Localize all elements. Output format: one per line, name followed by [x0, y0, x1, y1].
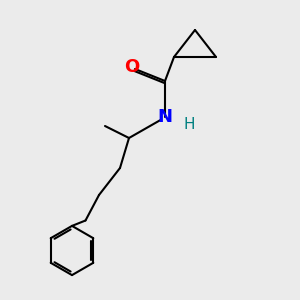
Text: N: N [158, 108, 172, 126]
Text: O: O [124, 58, 139, 76]
Text: H: H [183, 117, 195, 132]
